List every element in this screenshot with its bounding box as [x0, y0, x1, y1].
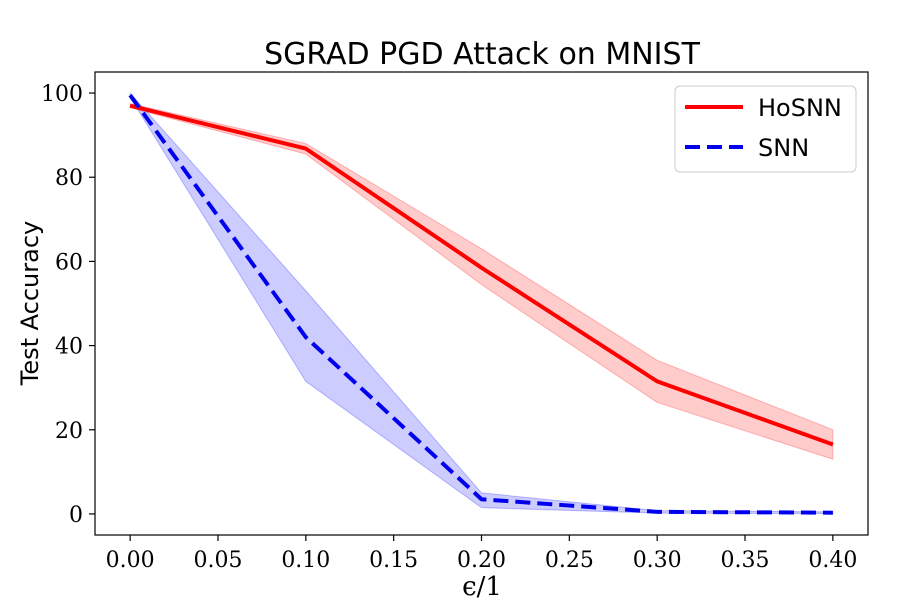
y-tick-label: 80 [55, 166, 83, 191]
legend: HoSNN SNN [674, 85, 857, 173]
legend-hosnn-label: HoSNN [758, 94, 842, 122]
plot-area-frame [94, 71, 869, 536]
x-axis-label: ϵ/1 [462, 572, 502, 600]
confidence-bands [129, 91, 834, 515]
x-tick-label: 0.30 [633, 548, 682, 573]
hosnn-series-line [129, 103, 834, 447]
y-tick-label: 40 [55, 335, 83, 360]
snn-series-line [128, 93, 833, 515]
x-tick-label: 0.05 [193, 548, 242, 573]
y-tick-label: 60 [55, 250, 83, 275]
y-axis-label: Test Accuracy [16, 221, 44, 386]
x-tick-label: 0.10 [281, 548, 330, 573]
x-tick-label: 0.15 [369, 548, 418, 573]
y-tick-label: 0 [69, 503, 83, 528]
x-tick-label: 0.20 [457, 548, 506, 573]
y-tick-label: 100 [41, 82, 83, 107]
x-tick-label: 0.40 [808, 548, 857, 573]
x-tick-label: 0.00 [106, 548, 155, 573]
x-tick-label: 0.35 [721, 548, 770, 573]
snn-confidence-band [129, 91, 834, 515]
hosnn-confidence-band [129, 102, 834, 460]
chart-title: SGRAD PGD Attack on MNIST [264, 37, 700, 72]
x-tick-label: 0.25 [545, 548, 594, 573]
legend-snn-label: SNN [758, 134, 809, 162]
series-lines [128, 93, 834, 515]
axis-ticks: 0.00 0.05 0.10 0.15 0.20 0.25 0.30 0.35 0.40 0 20 4… [41, 82, 857, 573]
y-tick-label: 20 [55, 419, 83, 444]
